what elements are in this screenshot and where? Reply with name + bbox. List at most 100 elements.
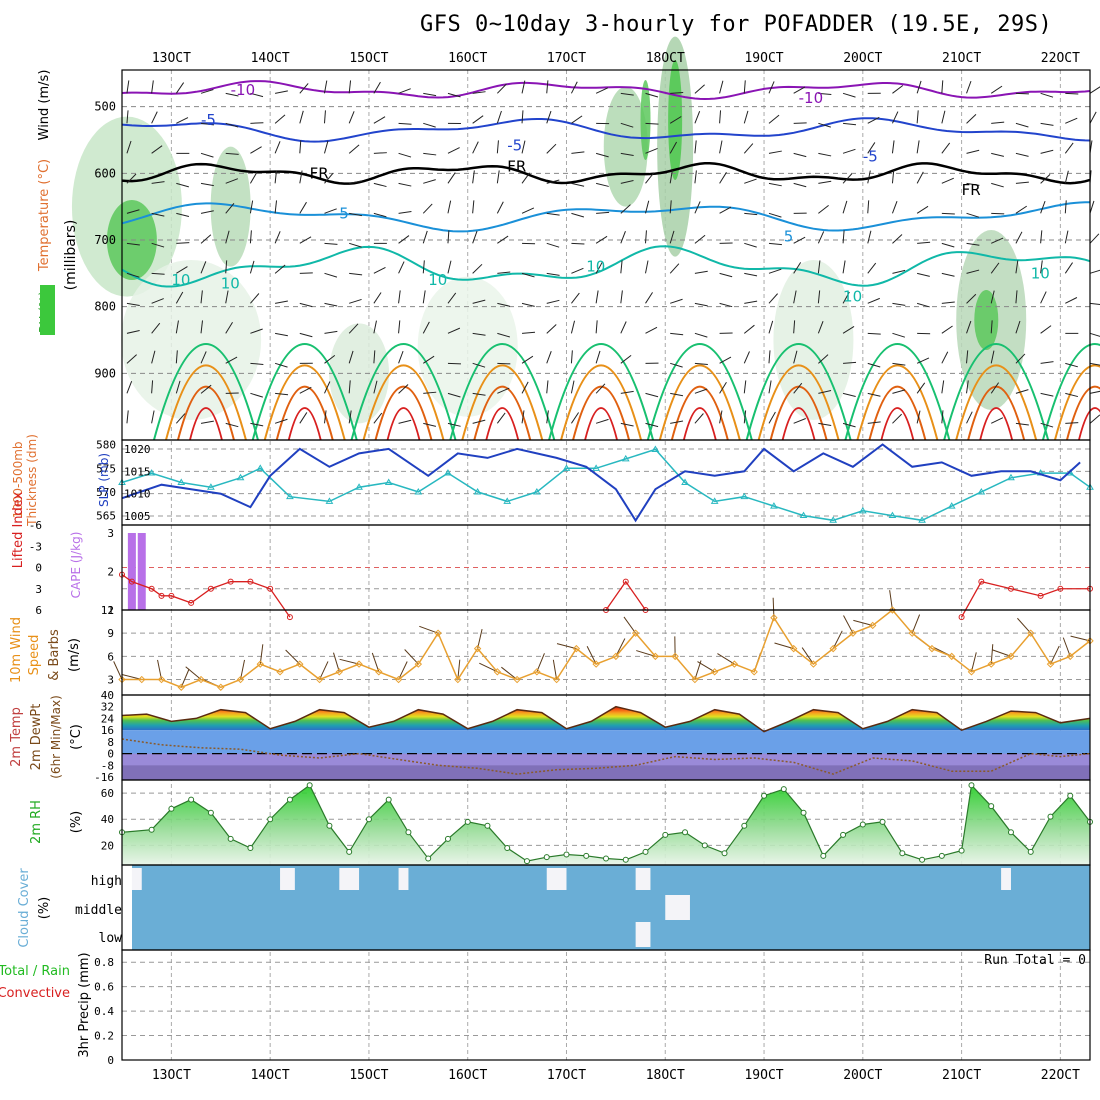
rh-point	[741, 822, 748, 829]
wind-barb	[546, 80, 549, 94]
warm-contour-arch	[275, 385, 334, 441]
wind-barb	[694, 302, 708, 307]
wind-barb	[743, 143, 754, 154]
millibars-label: (millibars)	[63, 220, 79, 291]
wind-barb	[645, 92, 659, 98]
wind-barb	[892, 332, 906, 338]
precip-total-rain-label: Total / Rain	[0, 964, 70, 979]
wind-barb	[842, 230, 845, 244]
wind-barb-10m	[240, 659, 246, 680]
wind-barb	[126, 242, 140, 246]
thickness-point	[207, 483, 215, 490]
bottom-axis-label-8: 20OCT	[843, 1068, 882, 1083]
thickness-point	[562, 464, 571, 471]
wind-barb	[966, 80, 972, 94]
wind-barb	[1089, 362, 1100, 366]
thickness-point	[256, 464, 265, 471]
wind-barb	[472, 362, 486, 368]
wind-barb	[324, 208, 337, 214]
wind-tick-9: 9	[107, 627, 114, 640]
wind-barb	[225, 122, 239, 128]
wind-barb	[842, 325, 855, 334]
top-axis-label-3: 15OCT	[349, 51, 388, 66]
wind-barb	[892, 413, 903, 424]
wind-barb	[916, 140, 920, 154]
minmax-side-label: (6hr Min/Max)	[49, 695, 63, 779]
wind-speed-point	[1027, 629, 1035, 637]
wind-barb	[348, 80, 352, 94]
wind-barb	[423, 391, 437, 394]
contour-10-temp	[121, 245, 1091, 288]
wind-barb	[496, 83, 507, 94]
warm-contour-arch	[880, 407, 915, 441]
rh-area	[122, 785, 1090, 865]
wind-speed-point	[276, 668, 284, 676]
warm-contour-arch	[548, 343, 655, 441]
wind-barb	[595, 383, 606, 394]
wind-barb	[966, 114, 977, 124]
contour-label: 10	[586, 258, 605, 276]
wind-barb	[1040, 92, 1054, 98]
wind-barb	[200, 152, 214, 158]
wind-barb	[126, 272, 140, 278]
wind-barb	[941, 380, 945, 394]
wind-barb	[1089, 414, 1100, 424]
wind-speed-point	[315, 675, 324, 684]
wind-barb	[1040, 149, 1054, 154]
wind-barb	[793, 262, 802, 274]
wind-barb	[200, 122, 214, 126]
wind-barb	[521, 331, 536, 334]
wind-barb	[941, 351, 949, 364]
wind-barb	[250, 422, 264, 427]
wind-barb-10m	[615, 638, 626, 657]
wind-speed-point	[157, 675, 166, 684]
wind-barb	[891, 111, 899, 124]
wind-barb	[225, 230, 230, 244]
wind-barb-10m	[1062, 637, 1071, 657]
wind-barb	[126, 354, 137, 364]
wind-barb	[645, 392, 659, 398]
wind-barb	[423, 122, 436, 128]
wind-barb	[472, 115, 484, 124]
wind-barb-10m	[991, 649, 1012, 657]
wind-barb	[349, 272, 363, 276]
lifted-index-point	[247, 578, 254, 585]
wind-barb	[373, 182, 387, 188]
wind-barb	[126, 381, 133, 394]
wind-barb-10m	[285, 649, 301, 665]
contour-label: 10	[1031, 264, 1050, 282]
wind-barb-10m	[717, 653, 735, 665]
pressure-tick-900: 900	[94, 366, 116, 380]
contour-label: -10	[231, 81, 256, 99]
wind-barb	[349, 298, 362, 304]
wind-barb	[843, 122, 857, 126]
wind-barb-10m	[419, 625, 439, 634]
wind-barb	[373, 350, 376, 364]
wind-barb	[990, 85, 1003, 94]
thickness-point	[473, 487, 482, 495]
wind-barb	[472, 419, 486, 424]
wind-barb	[966, 411, 973, 424]
wind-barb	[694, 388, 708, 394]
wind-barb	[250, 392, 263, 398]
cloud-block-high	[131, 868, 142, 890]
wind-barb	[200, 182, 214, 187]
wind-barb-10m	[319, 661, 329, 680]
lifted-index-point	[168, 592, 175, 599]
wind-barb	[694, 362, 708, 366]
slp-tick-1010: 1010	[124, 488, 151, 501]
wind-barb	[274, 231, 281, 244]
warm-contour-arch	[584, 407, 618, 441]
wind-barb	[324, 242, 338, 245]
precip-convective-label: Convective	[0, 986, 70, 1001]
wind-barb	[743, 380, 747, 394]
wind-barb	[768, 350, 771, 364]
li-tick-0: 0	[35, 562, 42, 575]
wind-barb	[275, 90, 288, 94]
warm-contour-arch	[560, 364, 643, 441]
thickness-point	[1007, 473, 1015, 481]
wind-barb	[496, 412, 506, 424]
pressure-tick-800: 800	[94, 300, 116, 314]
rh-tick-40: 40	[101, 813, 114, 826]
warm-contour-arch	[1053, 364, 1100, 441]
